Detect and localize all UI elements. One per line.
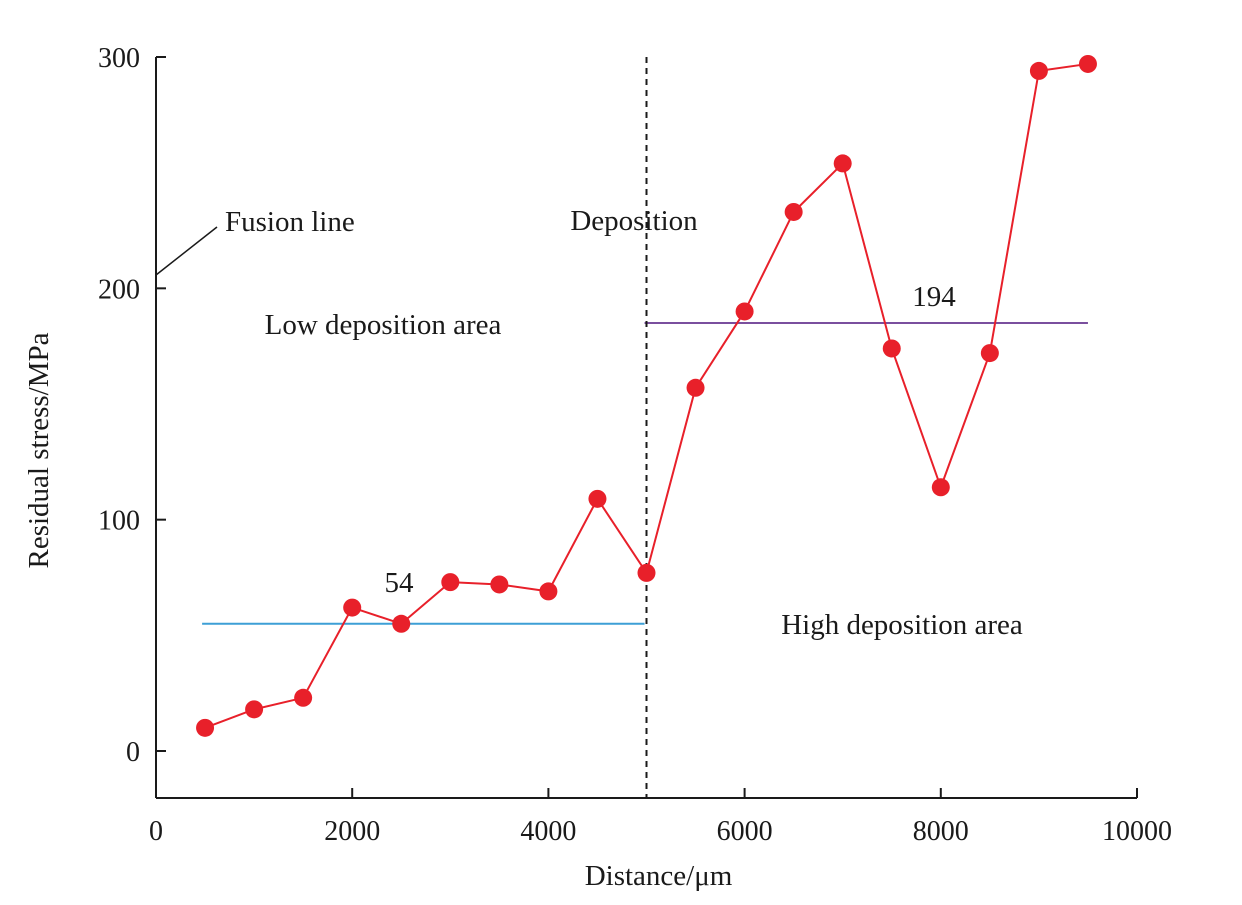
data-point xyxy=(1078,54,1097,73)
series xyxy=(196,54,1097,737)
data-point xyxy=(539,582,558,601)
x-tick-label: 8000 xyxy=(913,816,969,847)
annotations: Fusion line Deposition Low deposition ar… xyxy=(155,205,1023,641)
y-ticks: 0 100 200 300 xyxy=(98,43,166,768)
data-point xyxy=(294,688,313,707)
data-point xyxy=(882,339,901,358)
x-ticks: 0 2000 4000 6000 8000 10000 xyxy=(149,788,1172,847)
reference-lines: 54 194 xyxy=(202,281,1088,625)
data-point xyxy=(686,378,705,397)
data-point xyxy=(931,478,950,497)
data-point xyxy=(196,718,215,737)
x-axis-title: Distance/μm xyxy=(585,860,733,892)
x-tick-label: 0 xyxy=(149,816,163,847)
y-tick-label: 200 xyxy=(98,274,140,305)
data-point xyxy=(441,573,460,592)
data-point xyxy=(980,344,999,363)
x-tick-label: 10000 xyxy=(1102,816,1172,847)
data-point xyxy=(637,563,656,582)
data-point xyxy=(245,700,264,719)
x-tick-label: 2000 xyxy=(324,816,380,847)
mean-line-label: 54 xyxy=(385,567,415,599)
axes xyxy=(155,57,1137,799)
high-deposition-area-label: High deposition area xyxy=(781,609,1023,641)
y-tick-label: 300 xyxy=(98,43,140,74)
data-point xyxy=(833,154,852,173)
data-point xyxy=(490,575,509,594)
y-axis-title: Residual stress/MPa xyxy=(23,332,55,568)
data-point xyxy=(343,598,362,617)
data-point xyxy=(1029,61,1048,80)
deposition-label: Deposition xyxy=(570,205,698,237)
y-tick-label: 0 xyxy=(126,737,140,768)
data-point xyxy=(784,202,803,221)
data-point xyxy=(392,614,411,633)
fusion-line-label: Fusion line xyxy=(225,206,355,238)
fusion-line-pointer xyxy=(155,226,218,276)
x-tick-label: 4000 xyxy=(520,816,576,847)
data-point xyxy=(735,302,754,321)
mean-line-label: 194 xyxy=(912,281,956,313)
data-point xyxy=(588,489,607,508)
low-deposition-area-label: Low deposition area xyxy=(265,309,502,341)
x-tick-label: 6000 xyxy=(717,816,773,847)
y-tick-label: 100 xyxy=(98,506,140,537)
